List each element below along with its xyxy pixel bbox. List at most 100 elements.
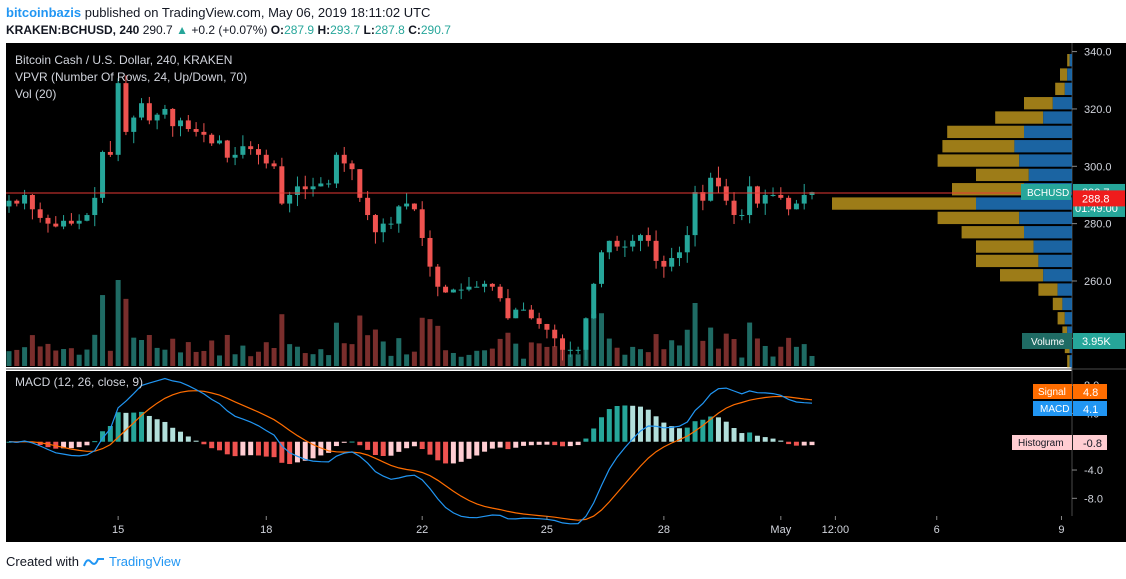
candle-body bbox=[357, 169, 363, 198]
histogram-bar bbox=[622, 405, 628, 442]
histogram-bar bbox=[115, 412, 121, 442]
volume-bar bbox=[731, 339, 737, 366]
histogram-bar bbox=[770, 438, 776, 442]
volume-bar bbox=[76, 354, 82, 366]
volume-bar bbox=[419, 317, 425, 366]
volume-bar bbox=[489, 348, 495, 366]
vpvr-row-down bbox=[961, 226, 1024, 239]
macd-label[interactable]: MACD (12, 26, close, 9) bbox=[15, 375, 144, 389]
histogram-bar bbox=[544, 441, 550, 445]
y-tick-label: 300.0 bbox=[1084, 161, 1112, 173]
candle-body bbox=[53, 223, 59, 227]
vpvr-row-up bbox=[1024, 226, 1072, 239]
candle-body bbox=[255, 149, 261, 155]
macd-tick-label: -8.0 bbox=[1084, 493, 1103, 505]
histogram-bar bbox=[497, 441, 503, 448]
tradingview-brand[interactable]: TradingView bbox=[108, 554, 181, 569]
vpvr-label[interactable]: VPVR (Number Of Rows, 24, Up/Down, 70) bbox=[15, 70, 248, 84]
volume-bar bbox=[22, 347, 28, 366]
candle-body bbox=[669, 258, 675, 267]
volume-bar bbox=[770, 356, 776, 366]
time-axis-panel bbox=[6, 516, 1126, 542]
candle-body bbox=[170, 108, 176, 127]
signal-line bbox=[8, 390, 813, 521]
candle-body bbox=[287, 194, 293, 204]
histogram-value: -0.8 bbox=[1083, 438, 1102, 450]
vpvr-row-up bbox=[1069, 355, 1072, 368]
volume-bar bbox=[333, 322, 339, 366]
histogram-bar bbox=[482, 441, 488, 452]
candle-body bbox=[474, 286, 480, 288]
histogram-tag-label: Histogram bbox=[1018, 438, 1064, 449]
candle-body bbox=[614, 240, 620, 247]
candle-body bbox=[224, 140, 230, 158]
candle-body bbox=[154, 114, 160, 121]
candle-body bbox=[123, 83, 129, 132]
histogram-bar bbox=[513, 441, 519, 448]
histogram-value-tag bbox=[1073, 435, 1107, 450]
histogram-bar bbox=[443, 441, 449, 464]
volume-bar bbox=[692, 303, 698, 366]
candle-body bbox=[146, 103, 152, 121]
volume-bar bbox=[786, 337, 792, 366]
volume-bar bbox=[411, 351, 417, 366]
author-link[interactable]: bitcoinbazis bbox=[6, 5, 82, 20]
close-value: 290.7 bbox=[420, 23, 451, 37]
candle-body bbox=[248, 146, 254, 150]
histogram-bar bbox=[248, 441, 254, 456]
candle-body bbox=[61, 220, 67, 227]
vpvr-row-down bbox=[976, 240, 1034, 253]
volume-bar bbox=[279, 314, 285, 366]
y-tick-label: 340.0 bbox=[1084, 47, 1112, 59]
vpvr-row-up bbox=[1014, 140, 1072, 153]
vpvr-row-down bbox=[942, 140, 1015, 153]
volume-bar bbox=[466, 354, 472, 366]
volume-bar bbox=[809, 355, 815, 366]
volume-bar bbox=[193, 351, 199, 366]
volume-bar bbox=[14, 349, 20, 366]
candle-body bbox=[583, 318, 589, 350]
x-tick-label: 22 bbox=[416, 524, 428, 536]
volume-bar bbox=[6, 351, 12, 366]
candle-body bbox=[622, 246, 628, 248]
symbol-ohlc-bar: KRAKEN:BCHUSD, 240 290.7 ▲ +0.2 (+0.07%)… bbox=[6, 23, 451, 37]
volume-bar bbox=[591, 314, 597, 366]
vpvr-row-down bbox=[995, 111, 1044, 124]
volume-bar bbox=[45, 343, 51, 366]
volume-bar bbox=[68, 348, 74, 366]
candle-body bbox=[715, 177, 721, 187]
vpvr-row-down bbox=[952, 183, 1024, 196]
candle-body bbox=[341, 154, 347, 164]
volume-bar bbox=[521, 358, 527, 366]
volume-bar bbox=[84, 349, 90, 366]
histogram-bar bbox=[489, 441, 495, 449]
volume-bar bbox=[630, 346, 636, 366]
volume-bar bbox=[107, 350, 113, 366]
volume-bar bbox=[513, 343, 519, 366]
candle-body bbox=[676, 252, 682, 259]
volume-bar bbox=[474, 350, 480, 366]
close-label: C: bbox=[408, 23, 421, 37]
volume-bar bbox=[154, 347, 160, 366]
histogram-bar bbox=[279, 441, 285, 463]
symbol-label: KRAKEN:BCHUSD, 240 bbox=[6, 23, 140, 37]
volume-bar bbox=[544, 346, 550, 366]
histogram-bar bbox=[372, 441, 378, 455]
histogram-bar bbox=[793, 441, 799, 446]
histogram-bar bbox=[575, 441, 581, 446]
candle-body bbox=[482, 283, 488, 287]
volume-bar bbox=[29, 335, 35, 366]
signal-tag-label: Signal bbox=[1038, 387, 1066, 398]
histogram-bar bbox=[731, 428, 737, 442]
histogram-bar bbox=[170, 427, 176, 442]
histogram-bar bbox=[271, 441, 277, 458]
volume-bar bbox=[263, 342, 269, 366]
volume-label[interactable]: Vol (20) bbox=[15, 87, 57, 101]
volume-bar bbox=[248, 356, 254, 366]
candle-body bbox=[739, 215, 745, 217]
candle-body bbox=[92, 197, 98, 216]
created-with-text: Created with bbox=[6, 554, 79, 569]
volume-bar bbox=[240, 345, 246, 366]
vpvr-row-up bbox=[1064, 82, 1072, 96]
